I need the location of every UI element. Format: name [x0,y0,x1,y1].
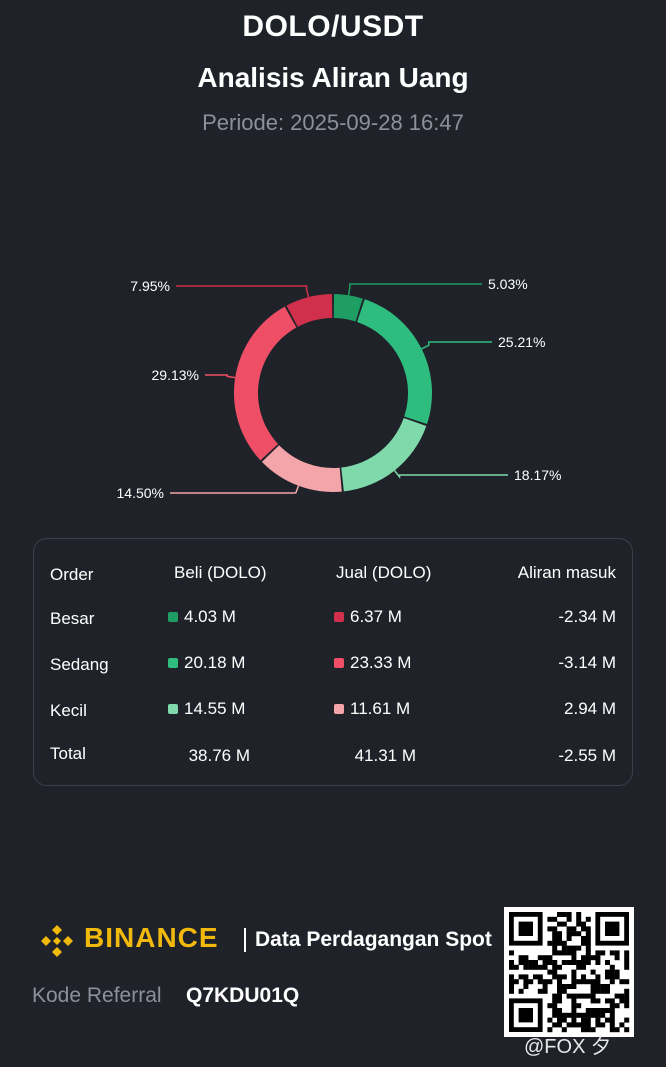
slice-label: 25.21% [498,334,545,350]
footer-tagline: Data Perdagangan Spot [255,928,492,951]
sell-value: 11.61 M [350,699,411,718]
buy-value: 14.55 M [184,699,246,718]
buy-swatch [168,658,178,668]
footer-divider [244,928,246,952]
row-sell: 6.37 M [334,607,402,627]
sell-swatch [334,704,344,714]
qr-code-icon[interactable] [504,907,634,1037]
leader-line [176,285,310,298]
leader-line [205,374,236,379]
row-label: Sedang [50,655,109,674]
row-label: Kecil [50,701,87,720]
chart-subtitle: Analisis Aliran Uang [197,62,469,93]
slice-label: 14.50% [117,485,164,501]
row-net: -3.14 M [558,653,616,672]
donut-slice [286,294,333,327]
slice-label: 7.95% [130,278,170,294]
row-net: -2.34 M [558,607,616,626]
buy-value: 20.18 M [184,653,246,672]
referral-label: Kode Referral [32,984,162,1007]
donut-slice [341,418,427,492]
donut-slice [233,306,297,461]
slice-label: 5.03% [488,276,528,292]
total-net: -2.55 M [558,746,616,765]
sell-swatch [334,612,344,622]
leader-line [421,341,492,350]
row-buy: 4.03 M [168,607,236,627]
binance-brand: BINANCE [84,922,219,953]
leader-line [393,470,508,479]
row-label: Besar [50,609,95,628]
flow-table: Order Beli (DOLO) Jual (DOLO) Aliran mas… [33,538,633,786]
leader-line [170,485,300,494]
leader-line [347,283,482,296]
buy-swatch [168,704,178,714]
sell-swatch [334,658,344,668]
total-buy: 38.76 M [188,746,250,765]
watermark: @FOX 夕 [524,1036,611,1058]
buy-value: 4.03 M [184,607,236,626]
header-buy: Beli (DOLO) [174,563,267,582]
buy-swatch [168,612,178,622]
sell-value: 23.33 M [350,653,412,672]
donut-chart: 5.03% 25.21% 18.17% 14.50% 29.13% 7.95% [117,276,562,501]
donut-slice [333,294,363,322]
header-sell: Jual (DOLO) [336,563,432,582]
total-sell: 41.31 M [354,746,416,765]
row-sell: 11.61 M [334,699,410,719]
period-label: Periode: 2025-09-28 16:47 [202,110,464,135]
donut-slice [261,445,342,492]
row-net: 2.94 M [564,699,616,718]
row-buy: 14.55 M [168,699,245,719]
donut-slice [357,299,433,425]
referral-code: Q7KDU01Q [186,984,300,1007]
slice-label: 18.17% [514,467,561,483]
pair-title: DOLO/USDT [242,10,424,43]
row-buy: 20.18 M [168,653,245,673]
sell-value: 6.37 M [350,607,402,626]
header-order: Order [50,565,94,584]
slice-label: 29.13% [152,367,199,383]
header-net: Aliran masuk [517,563,616,582]
row-sell: 23.33 M [334,653,411,673]
binance-logo-icon [41,925,73,957]
total-label: Total [50,744,86,763]
